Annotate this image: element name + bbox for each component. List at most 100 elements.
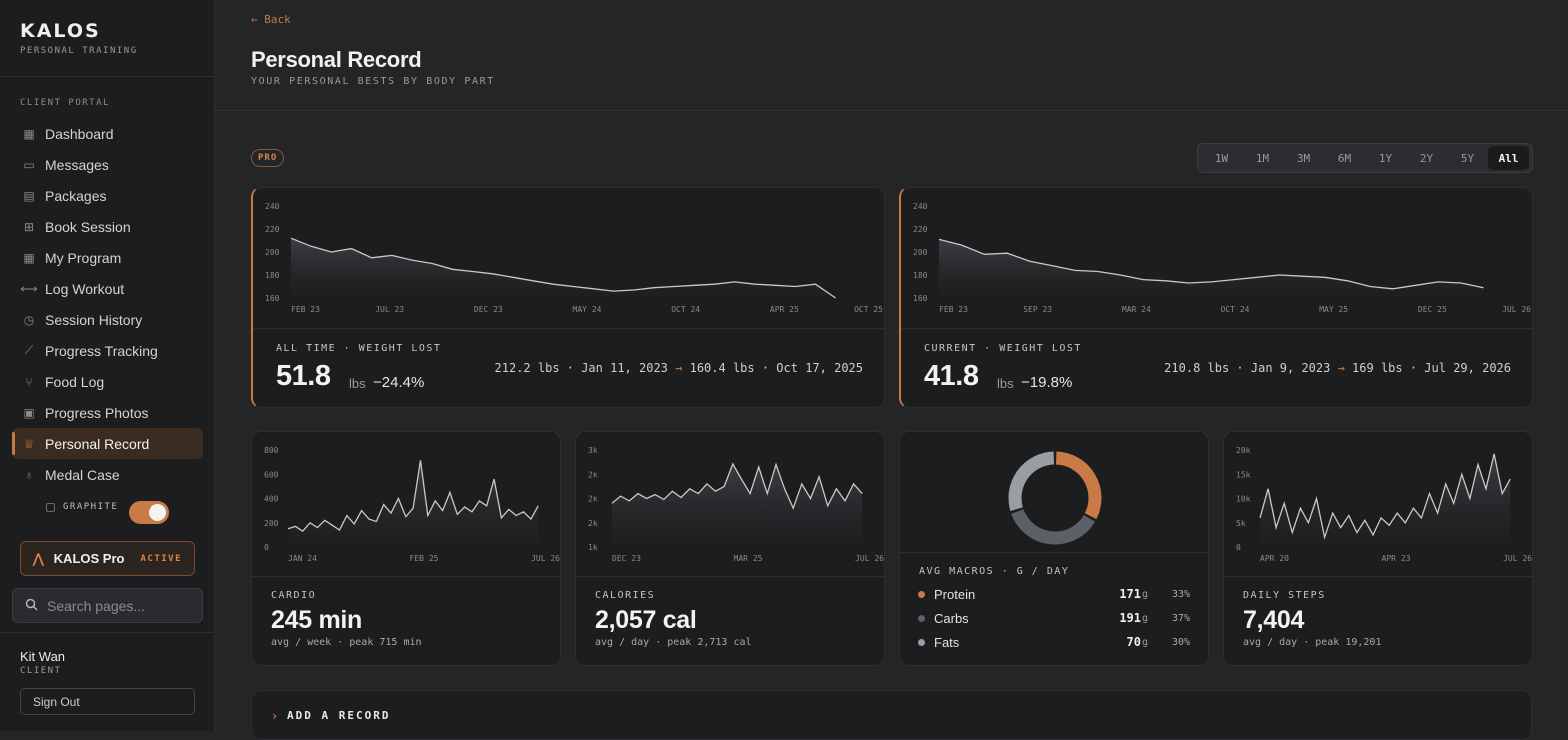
chevron-right-icon: › [271, 709, 279, 723]
page-title: Personal Record [251, 47, 422, 72]
range-6m[interactable]: 6M [1337, 151, 1352, 165]
macro-grams: 171 [1119, 587, 1141, 601]
grid-icon: ▦ [23, 126, 35, 141]
sidebar-item-progress-tracking[interactable]: ⟋ Progress Tracking [12, 335, 203, 366]
steps-sub: avg / day · peak 19,201 [1243, 637, 1382, 648]
sidebar-item-book-session[interactable]: ⊞ Book Session [12, 211, 203, 242]
y-tick-label: 20k [1236, 446, 1251, 455]
weight-card-all-time: 240 220 200 180 160 FEB 23 JUL 23 DEC 23 MAY 24 O… [251, 187, 885, 408]
steps-card: 20k 15k 10k 5k 0 APR 20 APR 23 JUL 26 DAILY STE… [1223, 431, 1533, 666]
brand-tagline: PERSONAL TRAINING [20, 46, 138, 56]
range-1y[interactable]: 1Y [1378, 151, 1393, 165]
range-5y[interactable]: 5Y [1460, 151, 1475, 165]
sidebar-item-messages[interactable]: ▭ Messages [12, 149, 203, 180]
search-input[interactable]: Search pages... [12, 588, 203, 623]
weight-value: 51.8 [276, 360, 331, 392]
calories-sub: avg / day · peak 2,713 cal [595, 637, 752, 648]
card-divider [1224, 576, 1532, 577]
weight-to: 169 lbs · Jul 29, 2026 [1352, 361, 1511, 375]
y-tick-label: 160 [913, 294, 928, 303]
card-divider [252, 576, 560, 577]
theme-checkbox[interactable] [46, 502, 55, 512]
sidebar-item-dashboard[interactable]: ▦ Dashboard [12, 118, 203, 149]
donut-slice-fats [1008, 451, 1055, 512]
sidebar-item-label: Progress Photos [45, 404, 149, 421]
y-tick-label: 220 [265, 225, 280, 234]
utensils-icon: ⑂ [25, 374, 33, 389]
x-tick-label: MAY 24 [573, 305, 602, 314]
arrow-icon: → [675, 361, 683, 375]
back-link[interactable]: ← Back [251, 13, 291, 26]
card-divider [900, 552, 1208, 553]
sidebar-item-label: My Program [45, 249, 122, 266]
y-tick-label: 180 [913, 271, 928, 280]
weight-from: 212.2 lbs · Jan 11, 2023 [494, 361, 668, 375]
y-tick-label: 15k [1236, 470, 1251, 479]
sidebar-item-log-workout[interactable]: ⟷ Log Workout [12, 273, 203, 304]
range-3m[interactable]: 3M [1296, 151, 1311, 165]
sidebar-item-label: Dashboard [45, 125, 114, 142]
x-tick-label: OCT 24 [671, 305, 700, 314]
briefcase-icon: ▤ [23, 188, 35, 203]
y-tick-label: 240 [265, 202, 280, 211]
sidebar-item-session-history[interactable]: ◷ Session History [12, 304, 203, 335]
sidebar-item-personal-record[interactable]: ♕ Personal Record [12, 428, 203, 459]
x-tick-label: JUL 26 [855, 554, 884, 563]
x-tick-label: DEC 23 [612, 554, 641, 563]
page-subtitle: YOUR PERSONAL BESTS BY BODY PART [251, 76, 495, 87]
cardio-card: 800 600 400 200 0 JAN 24 FEB 25 JUL 26 CARDIO 2… [251, 431, 561, 666]
sidebar-item-packages[interactable]: ▤ Packages [12, 180, 203, 211]
macro-percent: 37% [1171, 612, 1190, 624]
chart-axes: 240 220 200 180 160 FEB 23 JUL 23 DEC 23 MAY 24 O… [265, 202, 883, 314]
x-tick-label: SEP 23 [1023, 305, 1052, 314]
macro-row-protein: Protein 171 g 33% [918, 584, 1190, 604]
sidebar-item-my-program[interactable]: ▦ My Program [12, 242, 203, 273]
macro-row-carbs: Carbs 191 g 37% [918, 608, 1190, 628]
sign-out-button[interactable]: Sign Out [20, 688, 195, 715]
weight-percent: −24.4% [373, 374, 425, 391]
y-tick-label: 400 [264, 495, 279, 504]
pro-membership-card[interactable]: ⋀ KALOS Pro ACTIVE [20, 541, 195, 576]
legend-dot [918, 614, 925, 622]
x-tick-label: FEB 23 [939, 305, 968, 314]
range-1m[interactable]: 1M [1255, 151, 1270, 165]
x-tick-label: FEB 25 [410, 554, 439, 563]
dumbbell-icon: ⟷ [20, 281, 38, 296]
range-2y[interactable]: 2Y [1419, 151, 1434, 165]
plus-square-icon: ⊞ [23, 219, 35, 234]
theme-option[interactable]: GRAPHITE [46, 502, 118, 512]
card-divider [253, 328, 884, 329]
range-all[interactable]: All [1488, 146, 1529, 170]
macros-label: AVG MACROS · G / DAY [919, 566, 1070, 577]
macro-name: Protein [934, 586, 976, 602]
calories-chart: 3k 2k 2k 2k 1k DEC 23 MAR 25 JUL 26 [588, 446, 884, 563]
kalos-caret-icon: ⋀ [33, 550, 44, 566]
chart-axes: 800 600 400 200 0 JAN 24 FEB 25 JUL 26 [264, 446, 560, 563]
card-divider [576, 576, 884, 577]
y-tick-label: 0 [1236, 543, 1241, 552]
legend-dot [918, 590, 925, 598]
sidebar-item-medal-case[interactable]: ♁ Medal Case [12, 459, 203, 490]
brand-name: KALOS [20, 20, 101, 42]
sidebar-item-progress-photos[interactable]: ▣ Progress Photos [12, 397, 203, 428]
pro-status-badge: ACTIVE [140, 553, 182, 564]
medal-icon: ♁ [24, 467, 34, 482]
x-tick-label: APR 20 [1260, 554, 1289, 563]
sidebar-item-label: Book Session [45, 218, 131, 235]
sidebar-item-food-log[interactable]: ⑂ Food Log [12, 366, 203, 397]
range-1w[interactable]: 1W [1214, 151, 1229, 165]
x-tick-label: FEB 23 [291, 305, 320, 314]
camera-icon: ▣ [23, 405, 35, 420]
x-tick-label: OCT 24 [1221, 305, 1250, 314]
y-tick-label: 5k [1236, 519, 1246, 528]
add-record-panel[interactable]: › ADD A RECORD [251, 690, 1532, 740]
series-area [612, 463, 863, 547]
brand-logo[interactable]: KALOS PERSONAL TRAINING [20, 20, 138, 56]
search-icon [25, 598, 38, 614]
weight-range: 210.8 lbs · Jan 9, 2023 → 169 lbs · Jul … [1164, 361, 1511, 375]
series-line [611, 462, 863, 510]
y-tick-label: 220 [913, 225, 928, 234]
chart-axes: 3k 2k 2k 2k 1k DEC 23 MAR 25 JUL 26 [588, 446, 884, 563]
theme-toggle[interactable] [129, 501, 169, 524]
trend-icon: ⟋ [24, 343, 34, 357]
